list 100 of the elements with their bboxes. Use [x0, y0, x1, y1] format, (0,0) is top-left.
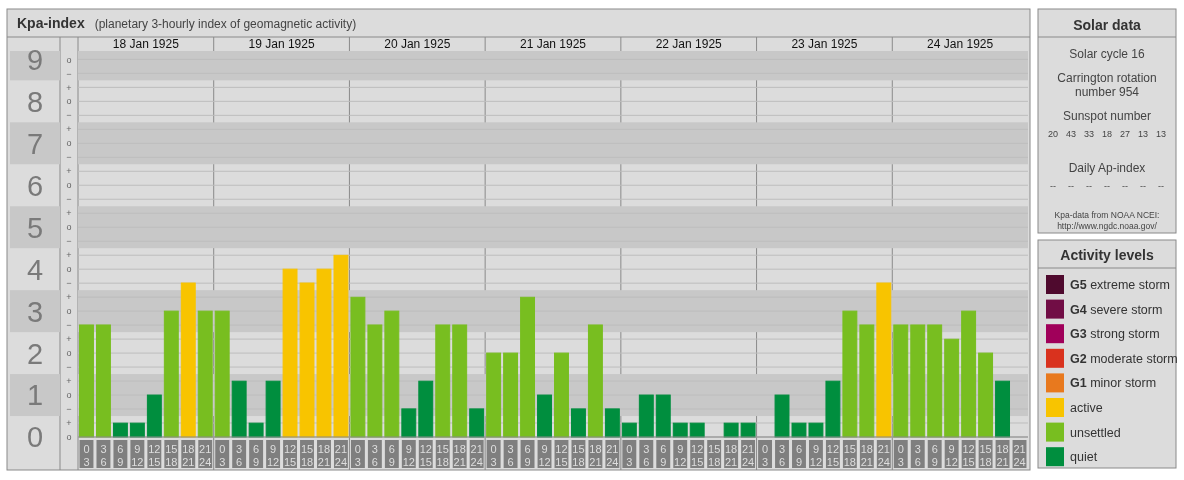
text: +: [66, 376, 72, 387]
text: +: [66, 292, 72, 303]
bar: [452, 324, 468, 438]
x-tick-label: 15 18: [300, 443, 314, 468]
x-tick-label: 0 3: [761, 443, 769, 468]
bar: [842, 310, 858, 438]
text: −: [66, 152, 72, 163]
text: Kpa-data from NOAA NCEI: http://www.ngdc.noaa.gov/: [1054, 210, 1160, 231]
text: +: [66, 82, 72, 93]
legend-label: unsettled: [1070, 425, 1121, 440]
x-tick-label: 18 21: [860, 443, 873, 468]
text: o: [66, 138, 72, 149]
x-tick-label: 6 9: [117, 443, 124, 468]
bar: [401, 408, 417, 438]
text: o: [66, 96, 72, 107]
x2-tick-label: 23 Jan 1925: [791, 37, 858, 51]
bar: [859, 324, 875, 438]
x-tick-label: 12 15: [283, 443, 297, 468]
x-tick-label: 21 24: [877, 443, 890, 468]
text: o: [66, 306, 72, 317]
x-tick-label: 6 9: [524, 443, 531, 468]
text: −: [66, 320, 72, 331]
bar: [978, 352, 994, 438]
bar: [197, 310, 213, 438]
x-tick-label: 9 12: [266, 443, 280, 468]
x-tick-label: 15 18: [843, 443, 856, 468]
bar: [163, 310, 179, 438]
x2-tick-label: 18 Jan 1925: [112, 37, 180, 51]
bar: [554, 352, 569, 438]
text: o: [66, 432, 72, 443]
text: −: [66, 404, 72, 415]
bar: [570, 408, 586, 438]
text: Carrington rotation number 954: [1057, 71, 1157, 99]
legend-label: quiet: [1070, 450, 1098, 465]
legend-label: G4 severe storm: [1070, 302, 1163, 317]
bar: [146, 394, 162, 438]
x-tick-label: 12 15: [419, 443, 432, 468]
x-tick-label: 9 12: [538, 443, 551, 468]
y-tick-label: 3: [26, 295, 44, 328]
chart-subtitle: (planetary 3-hourly index of geomagnetic activity): [94, 17, 357, 31]
x-tick-label: 18 21: [996, 443, 1009, 468]
legend-label: G2 moderate storm: [1070, 351, 1178, 366]
bar: [604, 408, 620, 438]
x-tick-label: 15 18: [572, 443, 585, 468]
x-tick-label: 0 3: [83, 443, 90, 468]
x-tick-label: 18 21: [453, 443, 466, 468]
x-tick-label: 12 15: [691, 443, 704, 468]
x-tick-label: 6 9: [931, 443, 938, 468]
x2-tick-label: 20 Jan 1925: [384, 37, 451, 51]
x-tick-label: 21 24: [741, 443, 755, 468]
text: −: [66, 68, 72, 79]
y-tick-label: 0: [26, 421, 44, 454]
x-tick-label: 9 12: [402, 443, 415, 468]
legend-label: active: [1070, 401, 1103, 415]
text: o: [66, 390, 72, 401]
x-tick-label: 9 12: [131, 443, 144, 468]
text: +: [66, 250, 72, 261]
chart-title: Kpa-index: [17, 15, 85, 31]
text: −: [66, 194, 72, 205]
y-tick-label: 1: [26, 379, 44, 412]
y-tick-label: 8: [26, 85, 44, 118]
y-tick-label: 4: [26, 253, 44, 286]
x2-tick-label: 19 Jan 1925: [248, 37, 315, 51]
x-tick-label: 3 6: [236, 443, 243, 468]
x-tick-label: 0 3: [219, 443, 226, 468]
bar: [587, 324, 603, 438]
bar: [876, 282, 892, 438]
x-tick-label: 15 18: [979, 443, 992, 468]
x-tick-label: 0 3: [626, 443, 633, 468]
text: +: [66, 334, 72, 345]
text: o: [66, 222, 72, 233]
x-tick-label: 3 6: [371, 443, 378, 468]
bar: [435, 324, 451, 438]
y-tick-label: 7: [26, 127, 44, 160]
x-tick-label: 21 24: [606, 443, 619, 468]
text: o: [66, 264, 72, 275]
x-tick-label: 21 24: [334, 443, 348, 468]
x-tick-label: 6 9: [253, 443, 260, 468]
x-tick-label: 18 21: [725, 443, 738, 468]
x-tick-label: 3 6: [100, 443, 107, 468]
x-tick-label: 21 24: [470, 443, 483, 468]
x-tick-label: 9 12: [945, 443, 958, 468]
x-tick-label: 9 12: [809, 443, 823, 468]
bar: [418, 380, 434, 438]
text: +: [66, 166, 72, 177]
text: -- -- -- -- -- -- --: [1050, 181, 1164, 191]
x-tick-label: 12 15: [555, 443, 568, 468]
text: Solar cycle 16: [1069, 47, 1146, 61]
x-tick-label: 18 21: [317, 443, 331, 468]
x-tick-label: 3 6: [643, 443, 650, 468]
bar: [469, 408, 485, 438]
text: Daily Ap-index: [1068, 161, 1146, 175]
text: −: [66, 236, 72, 247]
x-tick-label: 15 18: [708, 443, 721, 468]
y-tick-label: 9: [26, 43, 44, 76]
bar: [180, 282, 196, 438]
x2-tick-label: 21 Jan 1925: [519, 37, 587, 51]
text: −: [66, 110, 72, 121]
text: o: [66, 54, 72, 65]
x-tick-label: 18 21: [182, 443, 195, 468]
